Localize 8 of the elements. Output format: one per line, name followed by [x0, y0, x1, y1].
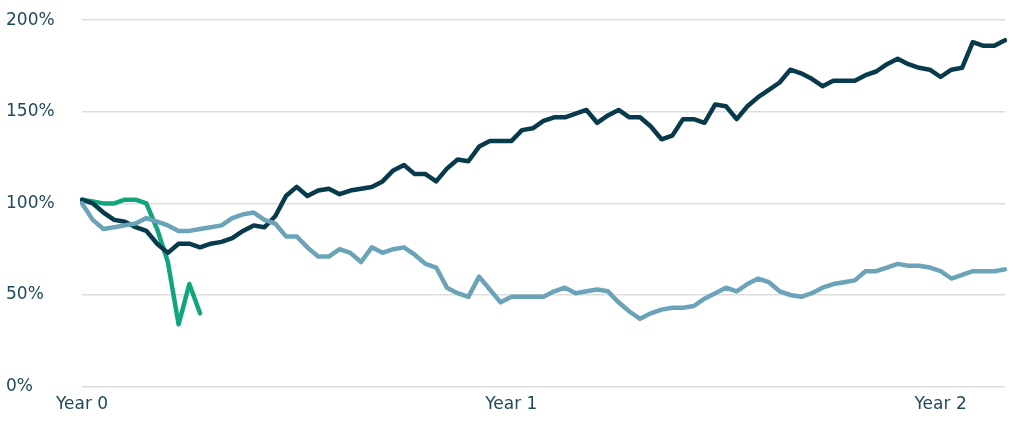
y-tick-label: 0%: [6, 375, 33, 396]
y-tick-label: 50%: [6, 283, 44, 304]
x-tick-label: Year 2: [913, 393, 967, 414]
x-tick-label: Year 1: [484, 393, 538, 414]
x-tick-label: Year 0: [54, 393, 109, 414]
y-tick-label: 100%: [6, 191, 55, 212]
y-tick-label: 150%: [6, 100, 55, 121]
y-tick-label: 200%: [6, 8, 55, 29]
